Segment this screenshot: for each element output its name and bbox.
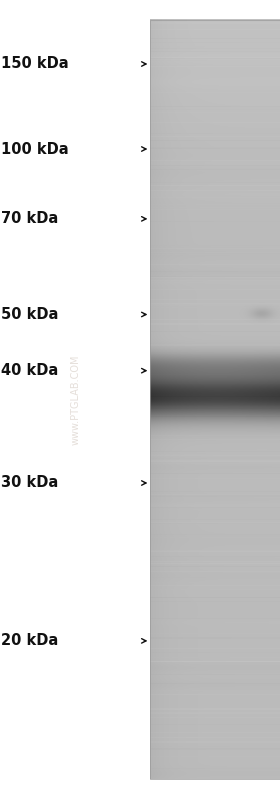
Text: 70 kDa: 70 kDa (1, 212, 59, 226)
Text: www.PTGLAB.COM: www.PTGLAB.COM (71, 354, 81, 445)
Text: 30 kDa: 30 kDa (1, 475, 59, 491)
Text: 20 kDa: 20 kDa (1, 634, 59, 648)
Text: 100 kDa: 100 kDa (1, 141, 69, 157)
Text: 50 kDa: 50 kDa (1, 307, 59, 322)
Text: 40 kDa: 40 kDa (1, 364, 59, 378)
Text: 150 kDa: 150 kDa (1, 57, 69, 71)
